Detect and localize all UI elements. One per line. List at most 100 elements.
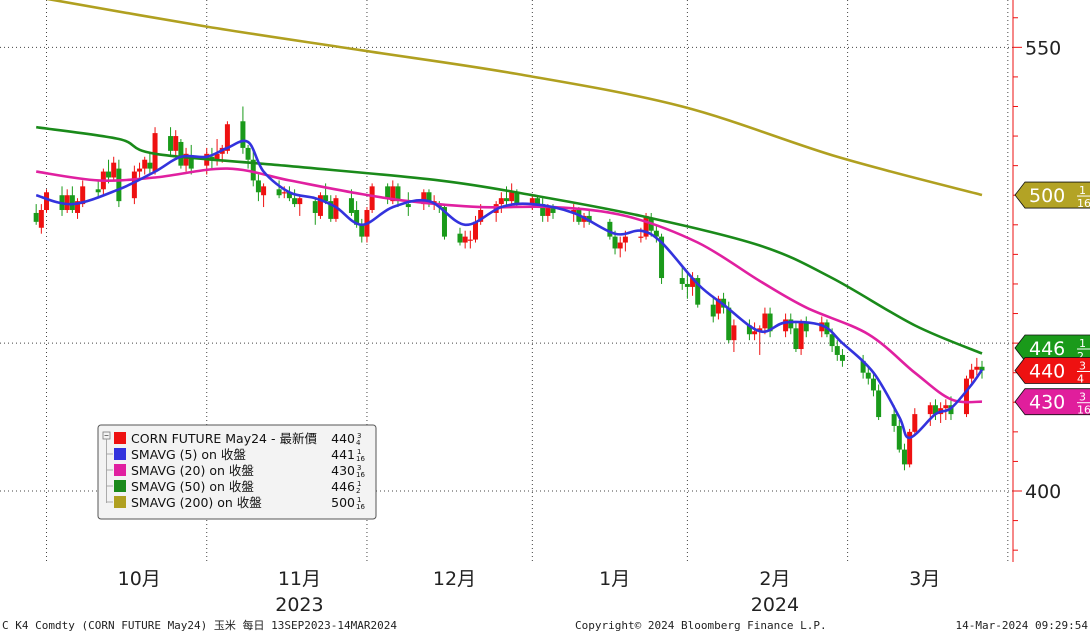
candle	[860, 354, 866, 379]
candle-body	[359, 224, 365, 237]
candle-body	[312, 201, 318, 213]
legend-swatch	[114, 480, 126, 492]
candle-body	[726, 307, 732, 341]
candle	[261, 183, 267, 208]
price-tag-frac-den: 4	[1077, 372, 1084, 385]
moving-average-lines	[35, 0, 984, 440]
candle-body	[793, 328, 799, 350]
candle-body	[648, 218, 654, 231]
candle-body	[829, 334, 835, 347]
candle-body	[95, 189, 101, 193]
price-tag-frac-den: 16	[1077, 197, 1090, 210]
price-tag: 430 316	[1014, 388, 1090, 417]
candle	[137, 162, 143, 178]
price-tag-frac-num: 3	[1079, 391, 1086, 404]
legend-entry: SMAVG (200) on 收盤 500 116	[106, 495, 365, 511]
candle-body	[152, 133, 158, 172]
legend-value-frac-num: 3	[357, 432, 361, 440]
candle-body	[209, 156, 215, 160]
candle	[147, 153, 153, 175]
candle-body	[803, 322, 809, 332]
legend-entry: SMAVG (50) on 收盤 446 12	[106, 479, 361, 495]
legend-value: 500	[331, 495, 355, 510]
legend-label: SMAVG (5) on 收盤	[131, 447, 246, 462]
candle-body	[44, 192, 50, 211]
candle	[131, 165, 137, 205]
candle-body	[550, 207, 556, 213]
candle	[803, 316, 809, 338]
footer-timestamp: 14-Mar-2024 09:29:54	[956, 619, 1089, 632]
x-month-label: 2月	[759, 568, 790, 590]
candle-body	[250, 159, 256, 181]
candle-body	[788, 319, 794, 329]
x-axis: 10月 11月 12月 1月 2月 3月 2023 2024	[118, 568, 941, 616]
candle	[75, 198, 81, 219]
candle-body	[896, 425, 902, 450]
candle	[348, 189, 354, 216]
x-month-label: 11月	[278, 568, 321, 590]
candle	[472, 215, 478, 243]
candle-body	[80, 186, 86, 205]
candle	[276, 180, 282, 199]
candle	[209, 147, 215, 169]
legend-value: 440	[331, 431, 355, 446]
legend-value-frac-den: 16	[356, 503, 365, 511]
candle-body	[348, 198, 354, 213]
candle-body	[457, 233, 463, 243]
candle	[457, 227, 463, 246]
candle	[405, 192, 411, 216]
legend-swatch	[114, 432, 126, 444]
candle	[617, 236, 623, 258]
candle-body	[963, 378, 969, 415]
candle-body	[870, 378, 876, 391]
candle	[762, 307, 768, 335]
legend-value-frac-den: 16	[356, 471, 365, 479]
candle	[64, 189, 70, 213]
candle	[467, 230, 473, 249]
candle-body	[540, 204, 546, 216]
legend-swatch	[114, 496, 126, 508]
candle-body	[695, 278, 701, 305]
candle-body	[638, 236, 644, 238]
candle	[607, 218, 613, 240]
footer-copyright: Copyright© 2024 Bloomberg Finance L.P.	[575, 619, 827, 632]
y-tick-label: 400	[1025, 481, 1061, 503]
candle-body	[478, 210, 484, 222]
candle	[710, 295, 716, 323]
candle	[359, 218, 365, 243]
candle-body	[860, 360, 866, 373]
candle	[798, 319, 804, 355]
candle	[793, 322, 799, 352]
candle-body	[767, 313, 773, 332]
legend-value: 430	[331, 463, 355, 478]
candle-body	[834, 346, 840, 355]
candle-body	[498, 198, 504, 205]
candle-body	[214, 153, 220, 160]
price-tag-value: 446	[1029, 338, 1065, 360]
candle	[183, 147, 189, 172]
price-tag-frac-den: 2	[1077, 350, 1084, 363]
candle-body	[612, 236, 618, 249]
candle-body	[183, 153, 189, 166]
candle-body	[509, 192, 515, 202]
candle	[684, 272, 690, 299]
footer-left: C K4 Comdty (CORN FUTURE May24) 玉米 每日 13…	[2, 618, 397, 632]
candle-body	[297, 198, 303, 205]
price-tag-box	[1014, 357, 1090, 384]
candle	[178, 139, 184, 169]
candle	[142, 156, 148, 175]
candle	[173, 130, 179, 157]
price-tag-box	[1014, 334, 1090, 362]
candle-body	[395, 186, 401, 202]
candle-body	[390, 186, 396, 202]
legend-label: SMAVG (200) on 收盤	[131, 495, 262, 510]
candle	[297, 195, 303, 216]
candle-body	[762, 313, 768, 329]
candle-body	[653, 230, 659, 237]
candle-body	[472, 221, 478, 240]
candle-body	[586, 215, 592, 222]
candle-body	[731, 325, 737, 341]
candle-body	[292, 198, 298, 205]
candle	[870, 372, 876, 397]
